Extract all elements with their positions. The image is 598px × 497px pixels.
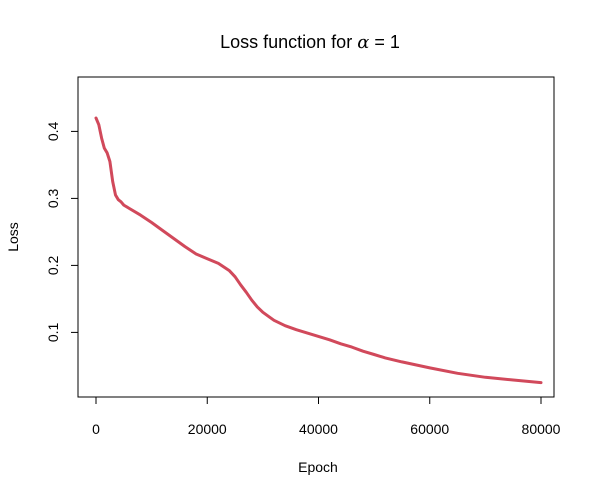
x-tick-label: 40000 xyxy=(299,421,338,437)
chart-title: Loss function for α = 1 xyxy=(220,32,400,53)
x-tick-label: 80000 xyxy=(522,421,561,437)
x-tick-label: 20000 xyxy=(188,421,227,437)
y-axis: 0.1 0.2 0.3 0.4 xyxy=(45,121,79,342)
plot-area-frame xyxy=(77,76,555,398)
y-tick-label: 0.4 xyxy=(45,121,61,141)
y-tick-label: 0.2 xyxy=(45,255,61,275)
x-tick-label: 0 xyxy=(92,421,100,437)
y-tick-label: 0.3 xyxy=(45,188,61,208)
y-tick-label: 0.1 xyxy=(45,322,61,342)
x-axis: 0 20000 40000 60000 80000 xyxy=(92,396,561,437)
series-layer xyxy=(94,116,543,385)
x-axis-title: Epoch xyxy=(298,459,338,475)
loss-series-line xyxy=(94,116,543,385)
y-axis-title: Loss xyxy=(5,222,21,252)
x-tick-label: 60000 xyxy=(410,421,449,437)
